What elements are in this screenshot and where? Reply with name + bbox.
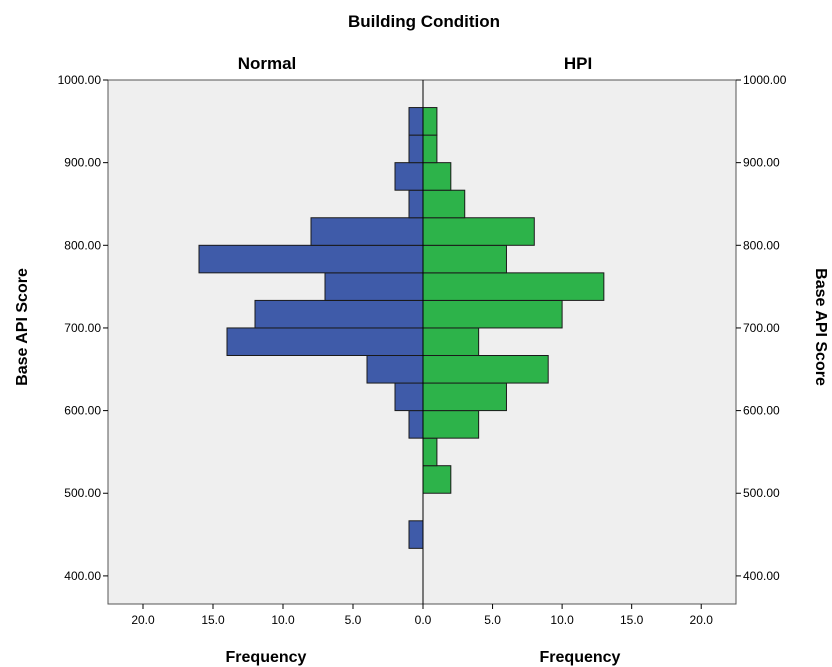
- bar-normal-14: [408, 134, 424, 164]
- y-tick-label-left-4: 800.00: [64, 238, 101, 252]
- bar-normal-15: [408, 107, 424, 136]
- x-axis-label-right: Frequency: [540, 649, 621, 666]
- y-axis-label-right: Base API Score: [812, 268, 829, 386]
- bar-hpi-3: [422, 437, 438, 467]
- bar-hpi-8: [422, 299, 563, 329]
- x-tick-label-right-1: 5.0: [484, 613, 501, 627]
- x-tick-label-right-4: 20.0: [690, 613, 714, 627]
- y-axis-label-left: Base API Score: [14, 268, 31, 386]
- bar-normal-9: [324, 272, 424, 301]
- x-tick-label-left-0: 20.0: [131, 613, 155, 627]
- y-tick-label-right-5: 900.00: [743, 156, 780, 170]
- y-tick-label-right-6: 1000.00: [743, 73, 787, 87]
- y-tick-label-right-1: 500.00: [743, 486, 780, 500]
- x-tick-label-right-3: 15.0: [620, 613, 644, 627]
- x-axis-label-left: Frequency: [226, 649, 307, 666]
- bar-normal-8: [254, 299, 424, 329]
- bar-normal-10: [198, 244, 424, 274]
- y-tick-label-right-0: 400.00: [743, 569, 780, 583]
- y-tick-label-left-0: 400.00: [64, 569, 101, 583]
- chart-title: Building Condition: [348, 12, 500, 31]
- bar-normal-5: [394, 382, 424, 412]
- bar-hpi-12: [422, 189, 466, 219]
- y-tick-label-right-3: 700.00: [743, 321, 780, 335]
- x-tick-label-left-3: 5.0: [345, 613, 362, 627]
- y-tick-label-left-3: 700.00: [64, 321, 101, 335]
- bar-normal-4: [408, 410, 424, 439]
- bar-normal-0: [408, 520, 424, 549]
- y-tick-label-left-2: 600.00: [64, 404, 101, 418]
- bar-hpi-14: [422, 134, 438, 164]
- bar-hpi-6: [422, 355, 549, 384]
- bar-hpi-9: [422, 272, 605, 301]
- y-tick-label-left-1: 500.00: [64, 486, 101, 500]
- x-tick-label-right-2: 10.0: [550, 613, 574, 627]
- panel-label-hpi: HPI: [564, 54, 592, 73]
- x-ticks-group: 20.0 15.0 10.0 5.0 0.0 5.0 10.0 15.0 20.0: [131, 604, 713, 627]
- y-tick-label-right-4: 800.00: [743, 238, 780, 252]
- bar-normal-11: [310, 217, 424, 246]
- bar-normal-7: [226, 327, 424, 356]
- bar-hpi-4: [422, 410, 480, 439]
- bar-hpi-2: [422, 465, 452, 494]
- x-tick-label-left-2: 10.0: [271, 613, 295, 627]
- y-tick-label-right-2: 600.00: [743, 404, 780, 418]
- y-tick-label-left-6: 1000.00: [58, 73, 102, 87]
- bars-group: [198, 107, 605, 549]
- bar-hpi-13: [422, 162, 452, 191]
- bar-normal-12: [408, 189, 424, 219]
- bar-hpi-15: [422, 107, 438, 136]
- bar-hpi-7: [422, 327, 480, 356]
- bar-hpi-5: [422, 382, 507, 412]
- bar-normal-13: [394, 162, 424, 191]
- bar-normal-6: [366, 355, 424, 384]
- y-ticks-group: 400.00 400.00 500.00 500.00 600.00 600.00 700.…: [58, 73, 787, 583]
- panel-label-normal: Normal: [238, 54, 297, 73]
- y-tick-label-left-5: 900.00: [64, 156, 101, 170]
- bar-hpi-11: [422, 217, 535, 246]
- bar-hpi-10: [422, 244, 507, 274]
- x-tick-label-left-1: 15.0: [201, 613, 225, 627]
- x-tick-label-left-4: 0.0: [415, 613, 432, 627]
